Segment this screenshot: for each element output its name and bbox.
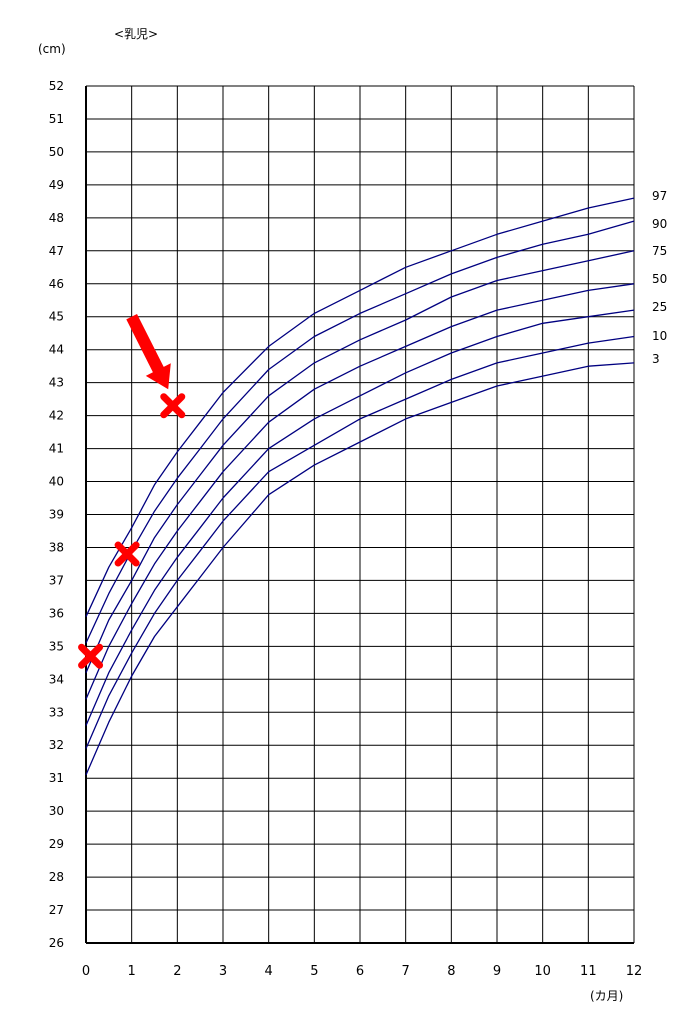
red-arrow (126, 314, 171, 390)
y-tick-label: 40 (49, 475, 64, 489)
percentile-curve-50 (85, 283, 635, 700)
x-tick-label: 6 (356, 964, 364, 979)
y-tick-label: 36 (49, 606, 64, 620)
x-tick-label: 8 (447, 964, 455, 979)
y-tick-label: 28 (49, 870, 64, 884)
annotations (126, 314, 171, 390)
y-tick-label: 49 (49, 178, 64, 192)
x-tick-label: 9 (493, 964, 501, 979)
x-tick-label: 0 (82, 964, 90, 979)
y-tick-label: 42 (49, 409, 64, 423)
x-tick-label: 5 (310, 964, 318, 979)
x-axis-unit-label: (カ月) (590, 989, 623, 1003)
y-tick-label: 39 (49, 508, 64, 522)
x-axis-ticks: 0 1 2 3 4 5 6 7 8 9 10 11 12 (82, 964, 642, 979)
percentile-curve-90 (85, 220, 635, 644)
y-tick-label: 48 (49, 211, 64, 225)
y-tick-label: 34 (49, 672, 64, 686)
percentile-label-50: 50 (652, 272, 667, 286)
y-tick-label: 33 (49, 705, 64, 719)
measurement-marker (160, 393, 186, 419)
percentile-curves (85, 197, 635, 776)
y-tick-label: 35 (49, 639, 64, 653)
percentile-label-3: 3 (652, 352, 660, 366)
y-tick-label: 29 (49, 837, 64, 851)
marker-stroke (114, 541, 140, 567)
y-tick-label: 32 (49, 738, 64, 752)
marker-stroke (78, 643, 104, 669)
y-tick-label: 31 (49, 771, 64, 785)
y-tick-label: 44 (49, 343, 64, 357)
x-tick-label: 2 (173, 964, 181, 979)
y-tick-label: 52 (49, 79, 64, 93)
y-tick-label: 41 (49, 442, 64, 456)
x-tick-label: 10 (534, 964, 551, 979)
percentile-label-90: 90 (652, 217, 667, 231)
x-tick-label: 7 (402, 964, 410, 979)
y-tick-label: 38 (49, 540, 64, 554)
y-tick-label: 51 (49, 112, 64, 126)
measurement-markers (78, 393, 186, 669)
y-tick-label: 47 (49, 244, 64, 258)
y-tick-label: 37 (49, 573, 64, 587)
x-tick-label: 1 (128, 964, 136, 979)
marker-stroke (160, 393, 186, 419)
percentile-labels: 3 10 25 50 75 90 97 (652, 189, 667, 366)
percentile-label-10: 10 (652, 329, 667, 343)
percentile-curve-3 (85, 362, 635, 776)
percentile-curve-97 (85, 197, 635, 617)
y-axis-unit-label: (cm) (38, 42, 66, 56)
percentile-label-75: 75 (652, 244, 667, 258)
x-tick-label: 3 (219, 964, 227, 979)
x-tick-label: 12 (626, 964, 643, 979)
percentile-label-97: 97 (652, 189, 667, 203)
y-tick-label: 50 (49, 145, 64, 159)
y-tick-label: 43 (49, 376, 64, 390)
y-tick-label: 46 (49, 277, 64, 291)
measurement-marker (78, 643, 104, 669)
y-tick-label: 27 (49, 903, 64, 917)
chart-title: <乳児> (114, 27, 158, 41)
y-axis-ticks: 26 27 28 29 30 31 32 33 34 35 36 37 38 39 40 41 42 43 44 45… (49, 79, 64, 950)
percentile-curve-25 (85, 309, 635, 726)
x-tick-label: 4 (265, 964, 273, 979)
y-tick-label: 45 (49, 310, 64, 324)
grid (85, 85, 635, 944)
percentile-curve-75 (85, 250, 635, 673)
y-tick-label: 30 (49, 804, 64, 818)
percentile-curve-10 (85, 335, 635, 749)
y-tick-label: 26 (49, 936, 64, 950)
x-tick-label: 11 (580, 964, 597, 979)
measurement-marker (114, 541, 140, 567)
percentile-label-25: 25 (652, 300, 667, 314)
